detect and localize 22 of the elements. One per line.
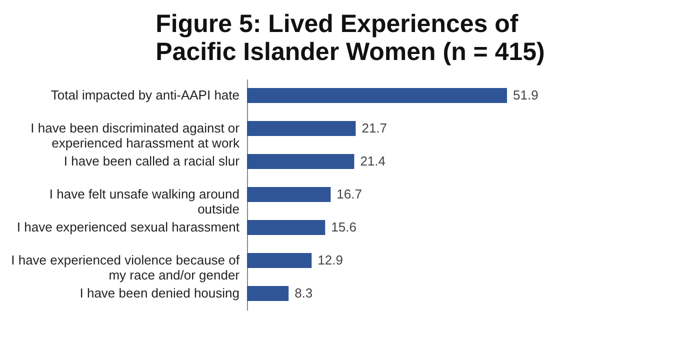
data-label: 8.3	[294, 286, 313, 300]
chart-title: Figure 5: Lived Experiences of Pacific Islander Women (n = 415)	[156, 10, 545, 66]
data-label: 51.9	[513, 88, 538, 102]
y-tick-label: I have been denied housing	[80, 286, 240, 300]
bar	[247, 220, 326, 235]
y-tick-label: I have felt unsafe walking around outside	[49, 186, 240, 216]
bar	[247, 121, 356, 136]
data-label: 21.7	[362, 120, 388, 136]
data-label: 16.7	[336, 186, 362, 202]
data-label: 15.6	[331, 220, 356, 234]
y-tick-label: I have experienced violence because of my race and/or gender	[11, 252, 240, 282]
data-label: 12.9	[318, 252, 343, 268]
bar	[247, 253, 312, 268]
y-tick-label: I have experienced sexual harassment	[16, 220, 240, 234]
y-tick-label: Total impacted by anti-AAPI hate	[50, 88, 240, 102]
bar	[247, 286, 289, 301]
bar	[247, 154, 354, 169]
data-label: 21.4	[360, 154, 386, 168]
bar	[247, 88, 507, 103]
y-tick-label: I have been discriminated against or experienced harassment at work	[30, 120, 240, 150]
bar	[247, 187, 331, 202]
y-tick-label: I have been called a racial slur	[64, 154, 240, 168]
